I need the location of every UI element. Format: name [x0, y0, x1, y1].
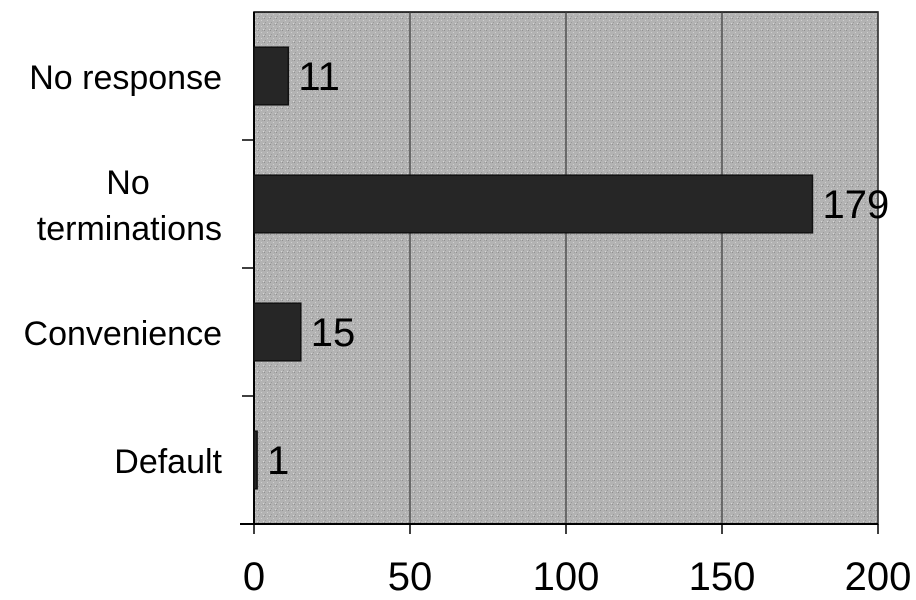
x-tick-label: 50	[388, 555, 433, 595]
labels: 0 50 100 150 200 11 No response 179 No terminatio…	[24, 55, 912, 599]
bars	[253, 46, 814, 490]
category-label: Default	[114, 443, 222, 481]
x-tick-label: 150	[689, 555, 756, 595]
data-label: 11	[298, 55, 340, 99]
bar-default	[253, 430, 258, 490]
category-label: No response	[29, 59, 222, 97]
data-label: 179	[822, 183, 889, 227]
x-tick-label: 0	[243, 555, 265, 595]
bar-no-response	[253, 46, 290, 106]
gridlines	[409, 12, 879, 524]
x-tick-label: 100	[533, 555, 600, 595]
bar-convenience	[253, 302, 302, 362]
x-tick-label: 200	[845, 555, 912, 595]
bar-no-terminations	[253, 174, 814, 234]
category-label: No terminations	[37, 164, 222, 248]
data-label: 1	[267, 439, 289, 483]
data-label: 15	[311, 311, 356, 355]
category-label: Convenience	[24, 315, 222, 353]
